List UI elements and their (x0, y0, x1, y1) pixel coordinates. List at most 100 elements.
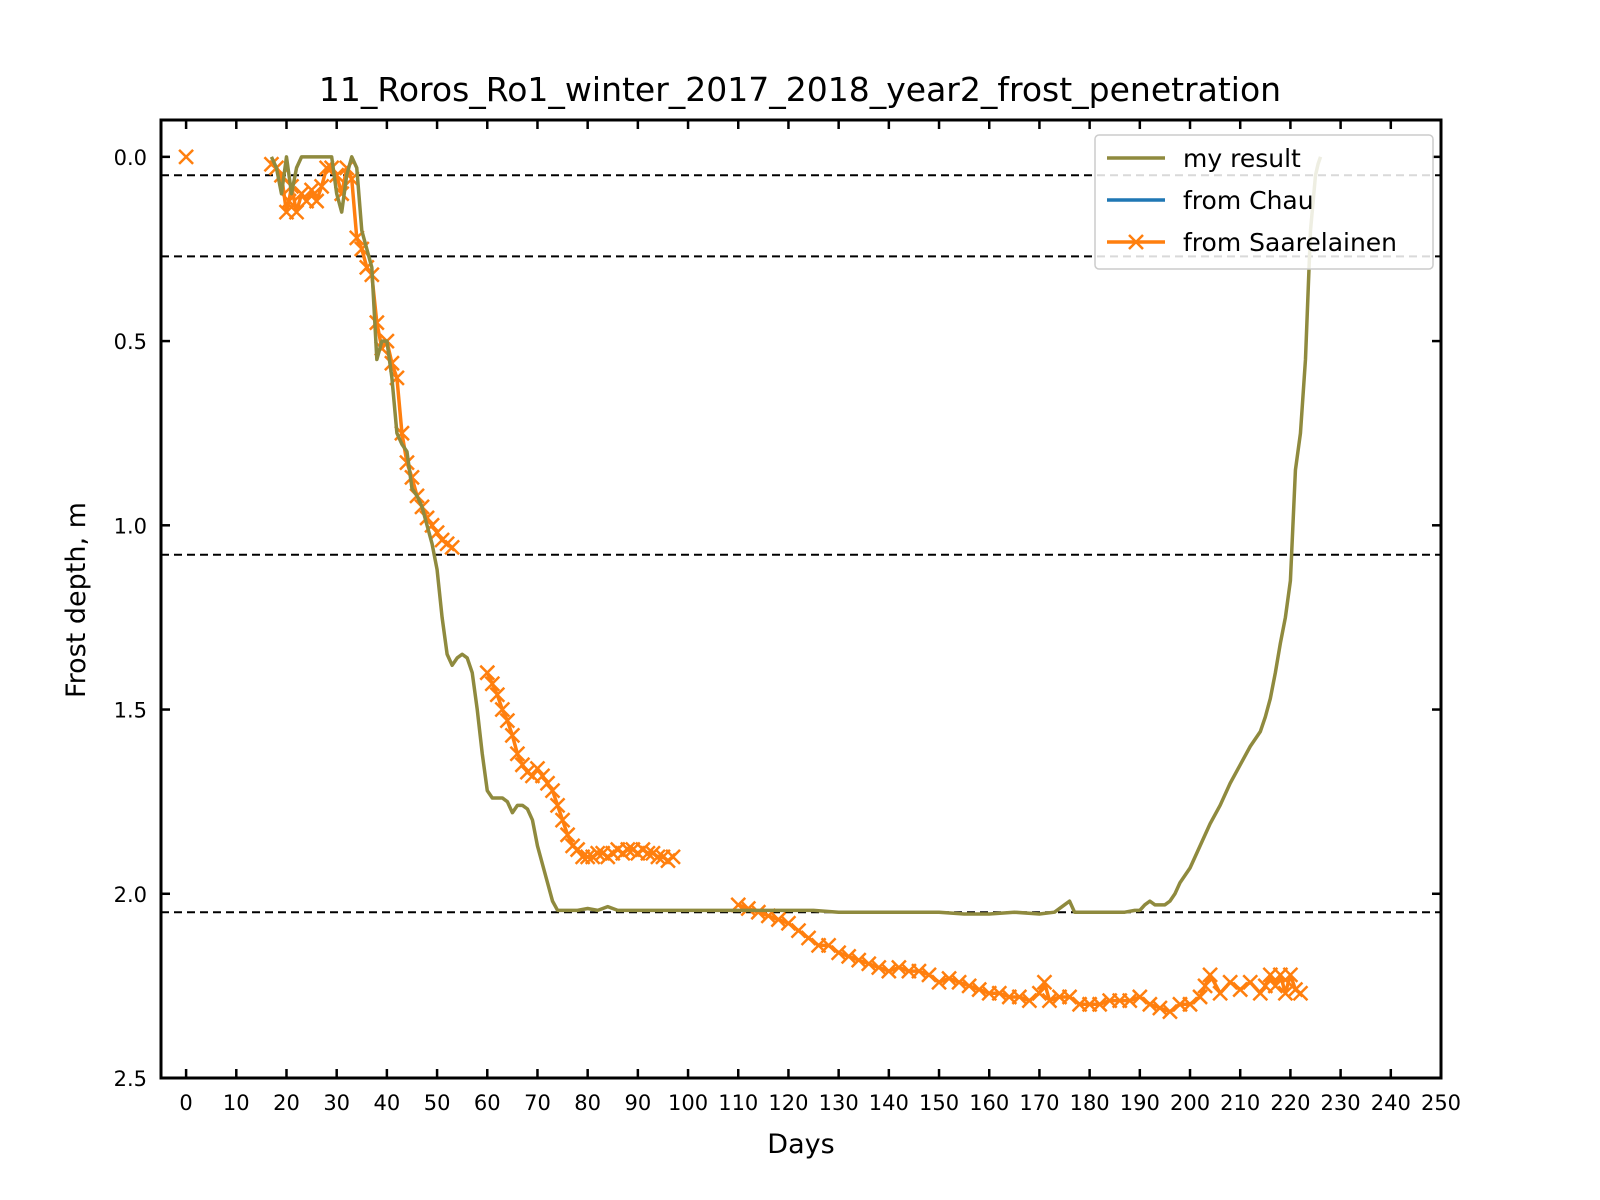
x-tick-label: 160 (969, 1091, 1009, 1115)
y-tick-label: 0.5 (114, 330, 147, 354)
data-point (971, 981, 988, 998)
data-point (1021, 992, 1038, 1009)
data-point (1282, 966, 1299, 983)
x-tick-label: 110 (718, 1091, 758, 1115)
data-point (820, 937, 837, 954)
x-tick-label: 170 (1019, 1091, 1059, 1115)
data-point (559, 826, 576, 843)
data-point (1267, 978, 1284, 994)
x-tick-label: 190 (1120, 1091, 1160, 1115)
y-tick-label: 1.0 (114, 514, 147, 538)
data-point (1011, 989, 1028, 1005)
x-tick-label: 150 (919, 1091, 959, 1115)
data-point (529, 760, 546, 777)
data-point (1277, 985, 1294, 1002)
data-point (870, 959, 887, 976)
data-point (800, 930, 817, 946)
x-tick-label: 220 (1270, 1091, 1310, 1115)
x-tick-label: 0 (179, 1091, 192, 1115)
data-point (549, 797, 566, 814)
data-point (1197, 978, 1213, 994)
data-point (1252, 985, 1269, 1002)
data-point (951, 974, 968, 991)
data-point (368, 314, 385, 331)
data-point (544, 782, 561, 799)
data-point (1036, 974, 1053, 991)
data-point (890, 959, 907, 976)
data-point (504, 727, 521, 744)
legend: my result from Chau from Saarelainen (1094, 134, 1434, 270)
chart-title: 11_Roros_Ro1_winter_2017_2018_year2_fros… (319, 70, 1281, 109)
data-point (281, 193, 297, 209)
data-point (780, 915, 797, 932)
data-point (539, 775, 556, 792)
legend-marker (1128, 234, 1144, 250)
y-tick-label: 1.5 (114, 699, 147, 723)
data-point (1121, 992, 1138, 1009)
x-tick-label: 20 (273, 1091, 300, 1115)
data-point (1131, 989, 1148, 1005)
data-point (1041, 992, 1058, 1009)
data-point (1091, 996, 1108, 1013)
plot-frame (159, 118, 1443, 1080)
data-point (1202, 966, 1218, 983)
data-point (790, 922, 807, 939)
plot-series (178, 148, 1323, 1020)
data-point (830, 944, 847, 961)
x-tick-label: 40 (374, 1091, 401, 1115)
legend-label: from Chau (1183, 186, 1314, 215)
x-tick-label: 90 (624, 1091, 651, 1115)
data-point (1232, 981, 1249, 998)
x-tick-label: 230 (1321, 1091, 1361, 1115)
data-point (313, 178, 330, 195)
data-point (1162, 1003, 1178, 1020)
legend-label: my result (1183, 144, 1301, 173)
x-tick-label: 240 (1371, 1091, 1411, 1115)
x-tick-label: 120 (768, 1091, 808, 1115)
legend-label: from Saarelainen (1183, 228, 1397, 257)
data-point (941, 970, 957, 987)
x-axis-title: Days (767, 1129, 834, 1160)
y-tick-label: 0.0 (114, 146, 147, 170)
x-tick-label: 250 (1421, 1091, 1461, 1115)
data-point (494, 701, 511, 718)
x-tick-label: 60 (474, 1091, 501, 1115)
data-point (911, 963, 927, 980)
data-point (509, 745, 526, 762)
x-tick-label: 130 (819, 1091, 859, 1115)
data-point (499, 712, 516, 729)
y-tick-label: 2.5 (114, 1067, 147, 1091)
x-tick-label: 30 (323, 1091, 350, 1115)
x-tick-label: 140 (869, 1091, 909, 1115)
x-tick-label: 200 (1170, 1091, 1210, 1115)
data-point (1141, 996, 1158, 1013)
data-point (931, 974, 947, 991)
data-point (1152, 1000, 1168, 1016)
data-point (178, 148, 194, 165)
data-point (444, 539, 461, 556)
series-line (269, 155, 1323, 916)
data-point (880, 963, 897, 980)
data-point (740, 900, 757, 917)
data-point (1222, 974, 1239, 991)
series-my-result (269, 155, 1323, 916)
x-tick-label: 50 (424, 1091, 451, 1115)
axis-ticks: 0 10 20 30 40 50 60 70 80 90 100 110 120 130 140 150 160… (114, 120, 1461, 1115)
x-tick-label: 70 (524, 1091, 551, 1115)
x-tick-label: 180 (1070, 1091, 1110, 1115)
data-point (665, 849, 681, 865)
legend-box (1094, 134, 1434, 270)
data-point (303, 182, 320, 198)
data-point (479, 664, 496, 681)
y-axis-title: Frost depth, m (61, 502, 92, 698)
data-point (569, 841, 586, 858)
data-point (384, 355, 400, 372)
data-point (840, 948, 857, 965)
data-point (534, 767, 551, 784)
data-point (1061, 989, 1078, 1005)
data-point (1182, 996, 1198, 1013)
series-from-saarelainen (178, 148, 1309, 1020)
data-point (650, 849, 666, 865)
data-point (1192, 989, 1208, 1005)
